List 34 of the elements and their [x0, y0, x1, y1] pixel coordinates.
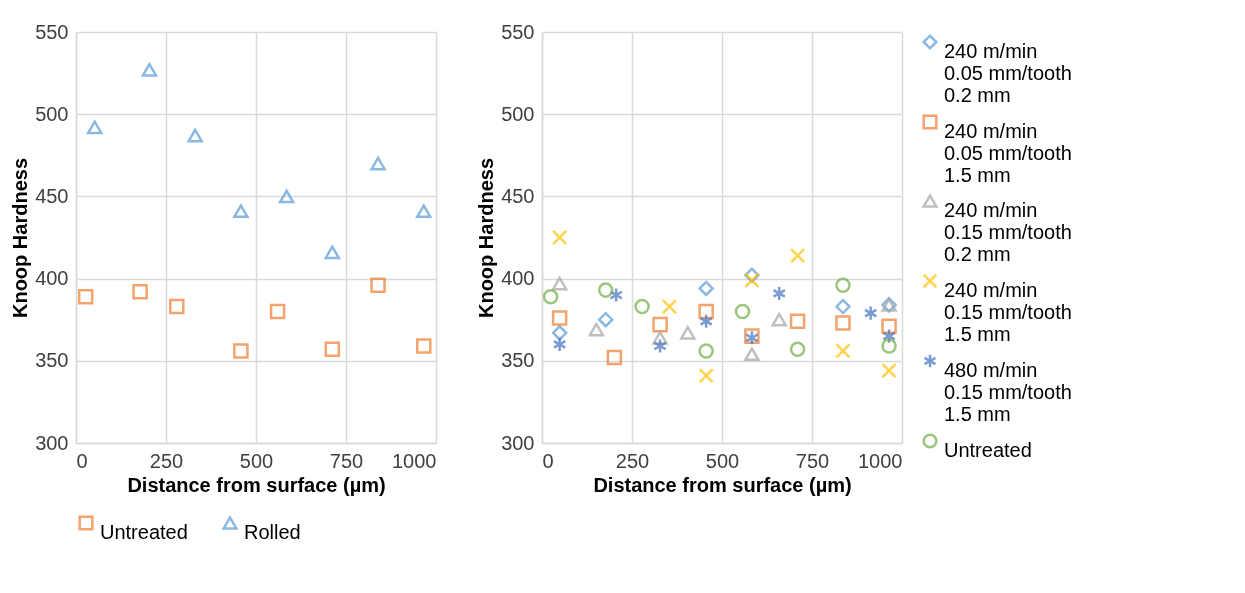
- x-tick-label: 750: [329, 449, 364, 472]
- y-tick-label: 300: [35, 431, 69, 454]
- y-axis-title: Knoop Hardness: [475, 157, 498, 319]
- x-tick-label: 0: [542, 449, 554, 472]
- x-axis-title: Distance from surface (µm): [593, 473, 852, 496]
- legend-label: Untreated: [100, 521, 188, 543]
- x-tick-label: 250: [149, 449, 184, 472]
- legend-label: 240 m/min 0.15 mm/tooth 0.2 mm: [944, 199, 1072, 265]
- y-tick-label: 550: [501, 20, 535, 43]
- y-tick-label: 450: [501, 184, 535, 207]
- x-tick-label: 500: [705, 449, 740, 472]
- y-axis-title: Knoop Hardness: [9, 157, 32, 319]
- x-tick-label: 0: [76, 449, 88, 472]
- legend-label: Untreated: [944, 439, 1032, 461]
- y-tick-label: 450: [35, 184, 69, 207]
- x-tick-label: 500: [239, 449, 274, 472]
- x-tick-label: 250: [615, 449, 650, 472]
- x-tick-label: 750: [795, 449, 830, 472]
- legend-label: 240 m/min 0.05 mm/tooth 0.2 mm: [944, 40, 1072, 106]
- y-tick-label: 400: [35, 267, 69, 290]
- legend-label: Rolled: [244, 521, 301, 543]
- legend-label: 240 m/min 0.15 mm/tooth 1.5 mm: [944, 279, 1072, 345]
- legend-label: 480 m/min 0.15 mm/tooth 1.5 mm: [944, 359, 1072, 425]
- x-tick-label: 1000: [392, 449, 437, 472]
- x-axis-title: Distance from surface (µm): [127, 473, 386, 496]
- y-tick-label: 300: [501, 431, 535, 454]
- y-tick-label: 500: [35, 102, 69, 125]
- y-tick-label: 400: [501, 267, 535, 290]
- y-tick-label: 500: [501, 102, 535, 125]
- y-tick-label: 350: [501, 349, 535, 372]
- legend-label: 240 m/min 0.05 mm/tooth 1.5 mm: [944, 120, 1072, 186]
- y-tick-label: 350: [35, 349, 69, 372]
- y-tick-label: 550: [35, 20, 69, 43]
- x-tick-label: 1000: [858, 449, 903, 472]
